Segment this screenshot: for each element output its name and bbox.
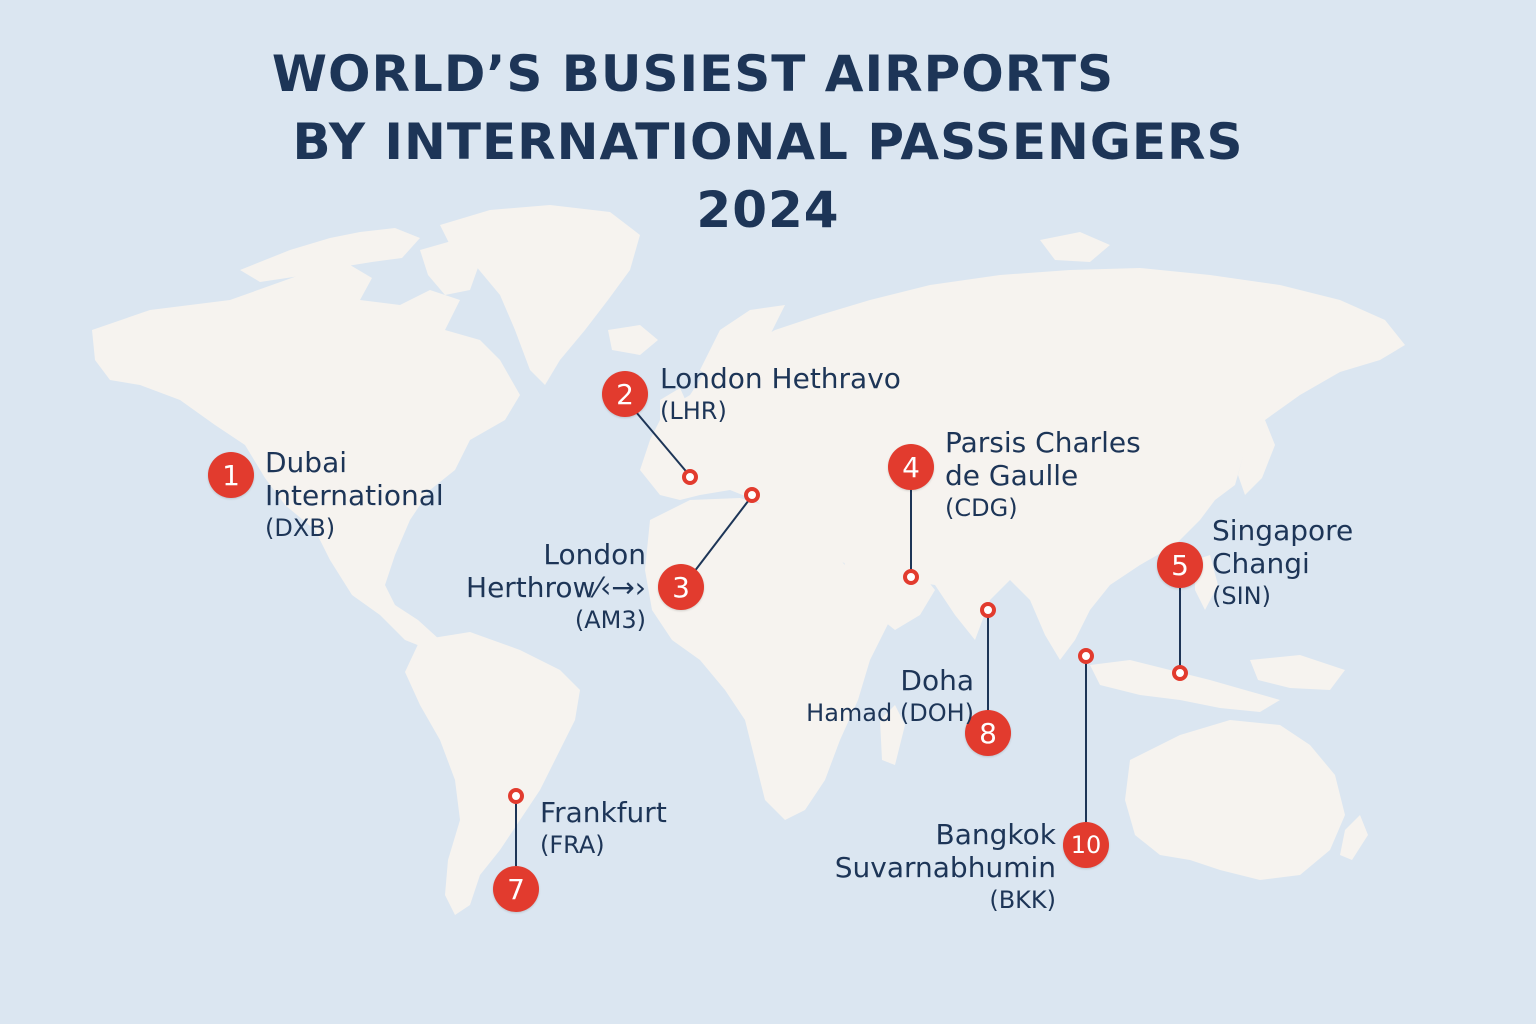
landmass-australia: [1125, 720, 1345, 880]
landmass-britain: [660, 388, 690, 448]
airport-name-line: Frankfurt: [540, 796, 667, 829]
landmass-arctic-siberia: [1040, 232, 1110, 262]
location-dot-4: [903, 569, 919, 585]
landmass-arctic-islands: [240, 228, 420, 282]
rank-badge-4[interactable]: 4: [888, 444, 934, 490]
airport-name-line: Changi: [1212, 547, 1310, 580]
title-line-1: WORLD’S BUSIEST AIRPORTS: [271, 45, 1115, 103]
map-title: WORLD’S BUSIEST AIRPORTS BY INTERNATIONA…: [0, 40, 1536, 244]
airport-label-4: Parsis Charles de Gaulle (CDG): [945, 426, 1141, 525]
landmass-madagascar: [880, 705, 905, 765]
airport-label-1: Dubai International (DXB): [265, 446, 444, 545]
airport-name-line: de Gaulle: [945, 459, 1079, 492]
landmass-indonesia: [1090, 660, 1280, 712]
airport-name-line: Doha: [900, 664, 974, 697]
airport-name-line: Herthrow⁄‹→›: [466, 571, 646, 604]
landmass-greenland: [440, 205, 640, 385]
airport-label-2: London Hethravo (LHR): [660, 362, 901, 428]
rank-badge-2[interactable]: 2: [602, 371, 648, 417]
airport-label-7: Frankfurt (FRA): [540, 796, 667, 862]
airport-code: Hamad (DOH): [806, 699, 974, 727]
title-line-2: BY INTERNATIONAL PASSENGERS: [292, 113, 1244, 171]
rank-badge-8[interactable]: 8: [965, 710, 1011, 756]
airport-code: (FRA): [540, 831, 605, 859]
location-dot-5: [1172, 665, 1188, 681]
rank-badge-3[interactable]: 3: [658, 564, 704, 610]
airport-name-line: London: [543, 538, 646, 571]
rank-badge-10[interactable]: 10: [1063, 822, 1109, 868]
airport-code: (DXB): [265, 514, 336, 542]
location-dot-8: [980, 602, 996, 618]
rank-badge-1[interactable]: 1: [208, 452, 254, 498]
location-dot-7: [508, 788, 524, 804]
landmass-new-zealand: [1340, 815, 1368, 860]
landmass-south-america: [405, 632, 580, 915]
location-dot-3: [744, 487, 760, 503]
airport-code: (AM3): [574, 606, 646, 634]
landmass-north-america: [92, 262, 520, 652]
landmass-new-guinea: [1250, 655, 1345, 690]
rank-badge-5[interactable]: 5: [1157, 542, 1203, 588]
airport-name-line: Dubai: [265, 446, 348, 479]
airport-code: (SIN): [1212, 582, 1271, 610]
airport-label-5: Singapore Changi (SIN): [1212, 514, 1353, 613]
airport-name-line: International: [265, 479, 444, 512]
airport-name-line: Singapore: [1212, 514, 1354, 547]
airport-name-line: Bangkok: [935, 818, 1056, 851]
landmass-scandinavia: [700, 305, 785, 390]
airport-name-line: London Hethravo: [660, 362, 901, 395]
location-dot-10: [1078, 648, 1094, 664]
landmass-iceland: [608, 325, 658, 355]
airport-name-line: Parsis Charles: [945, 426, 1141, 459]
rank-badge-7[interactable]: 7: [493, 866, 539, 912]
airport-label-10: Bangkok Suvarnabhumin (BKK): [835, 818, 1056, 917]
airport-code: (BKK): [989, 886, 1056, 914]
landmass-africa: [645, 498, 900, 820]
airport-code: (LHR): [660, 397, 727, 425]
leader-line-2: [635, 411, 691, 477]
landmass-japan: [1238, 420, 1275, 495]
location-dot-2: [682, 469, 698, 485]
landmass-eurasia: [640, 268, 1405, 660]
leader-line-3: [693, 495, 753, 573]
airport-code: (CDG): [945, 494, 1018, 522]
airport-name-line: Suvarnabhumin: [834, 851, 1056, 884]
airport-label-3: London Herthrow⁄‹→› (AM3): [466, 538, 646, 637]
title-line-3: 2024: [696, 181, 840, 239]
airport-label-8: Doha Hamad (DOH): [806, 664, 974, 730]
